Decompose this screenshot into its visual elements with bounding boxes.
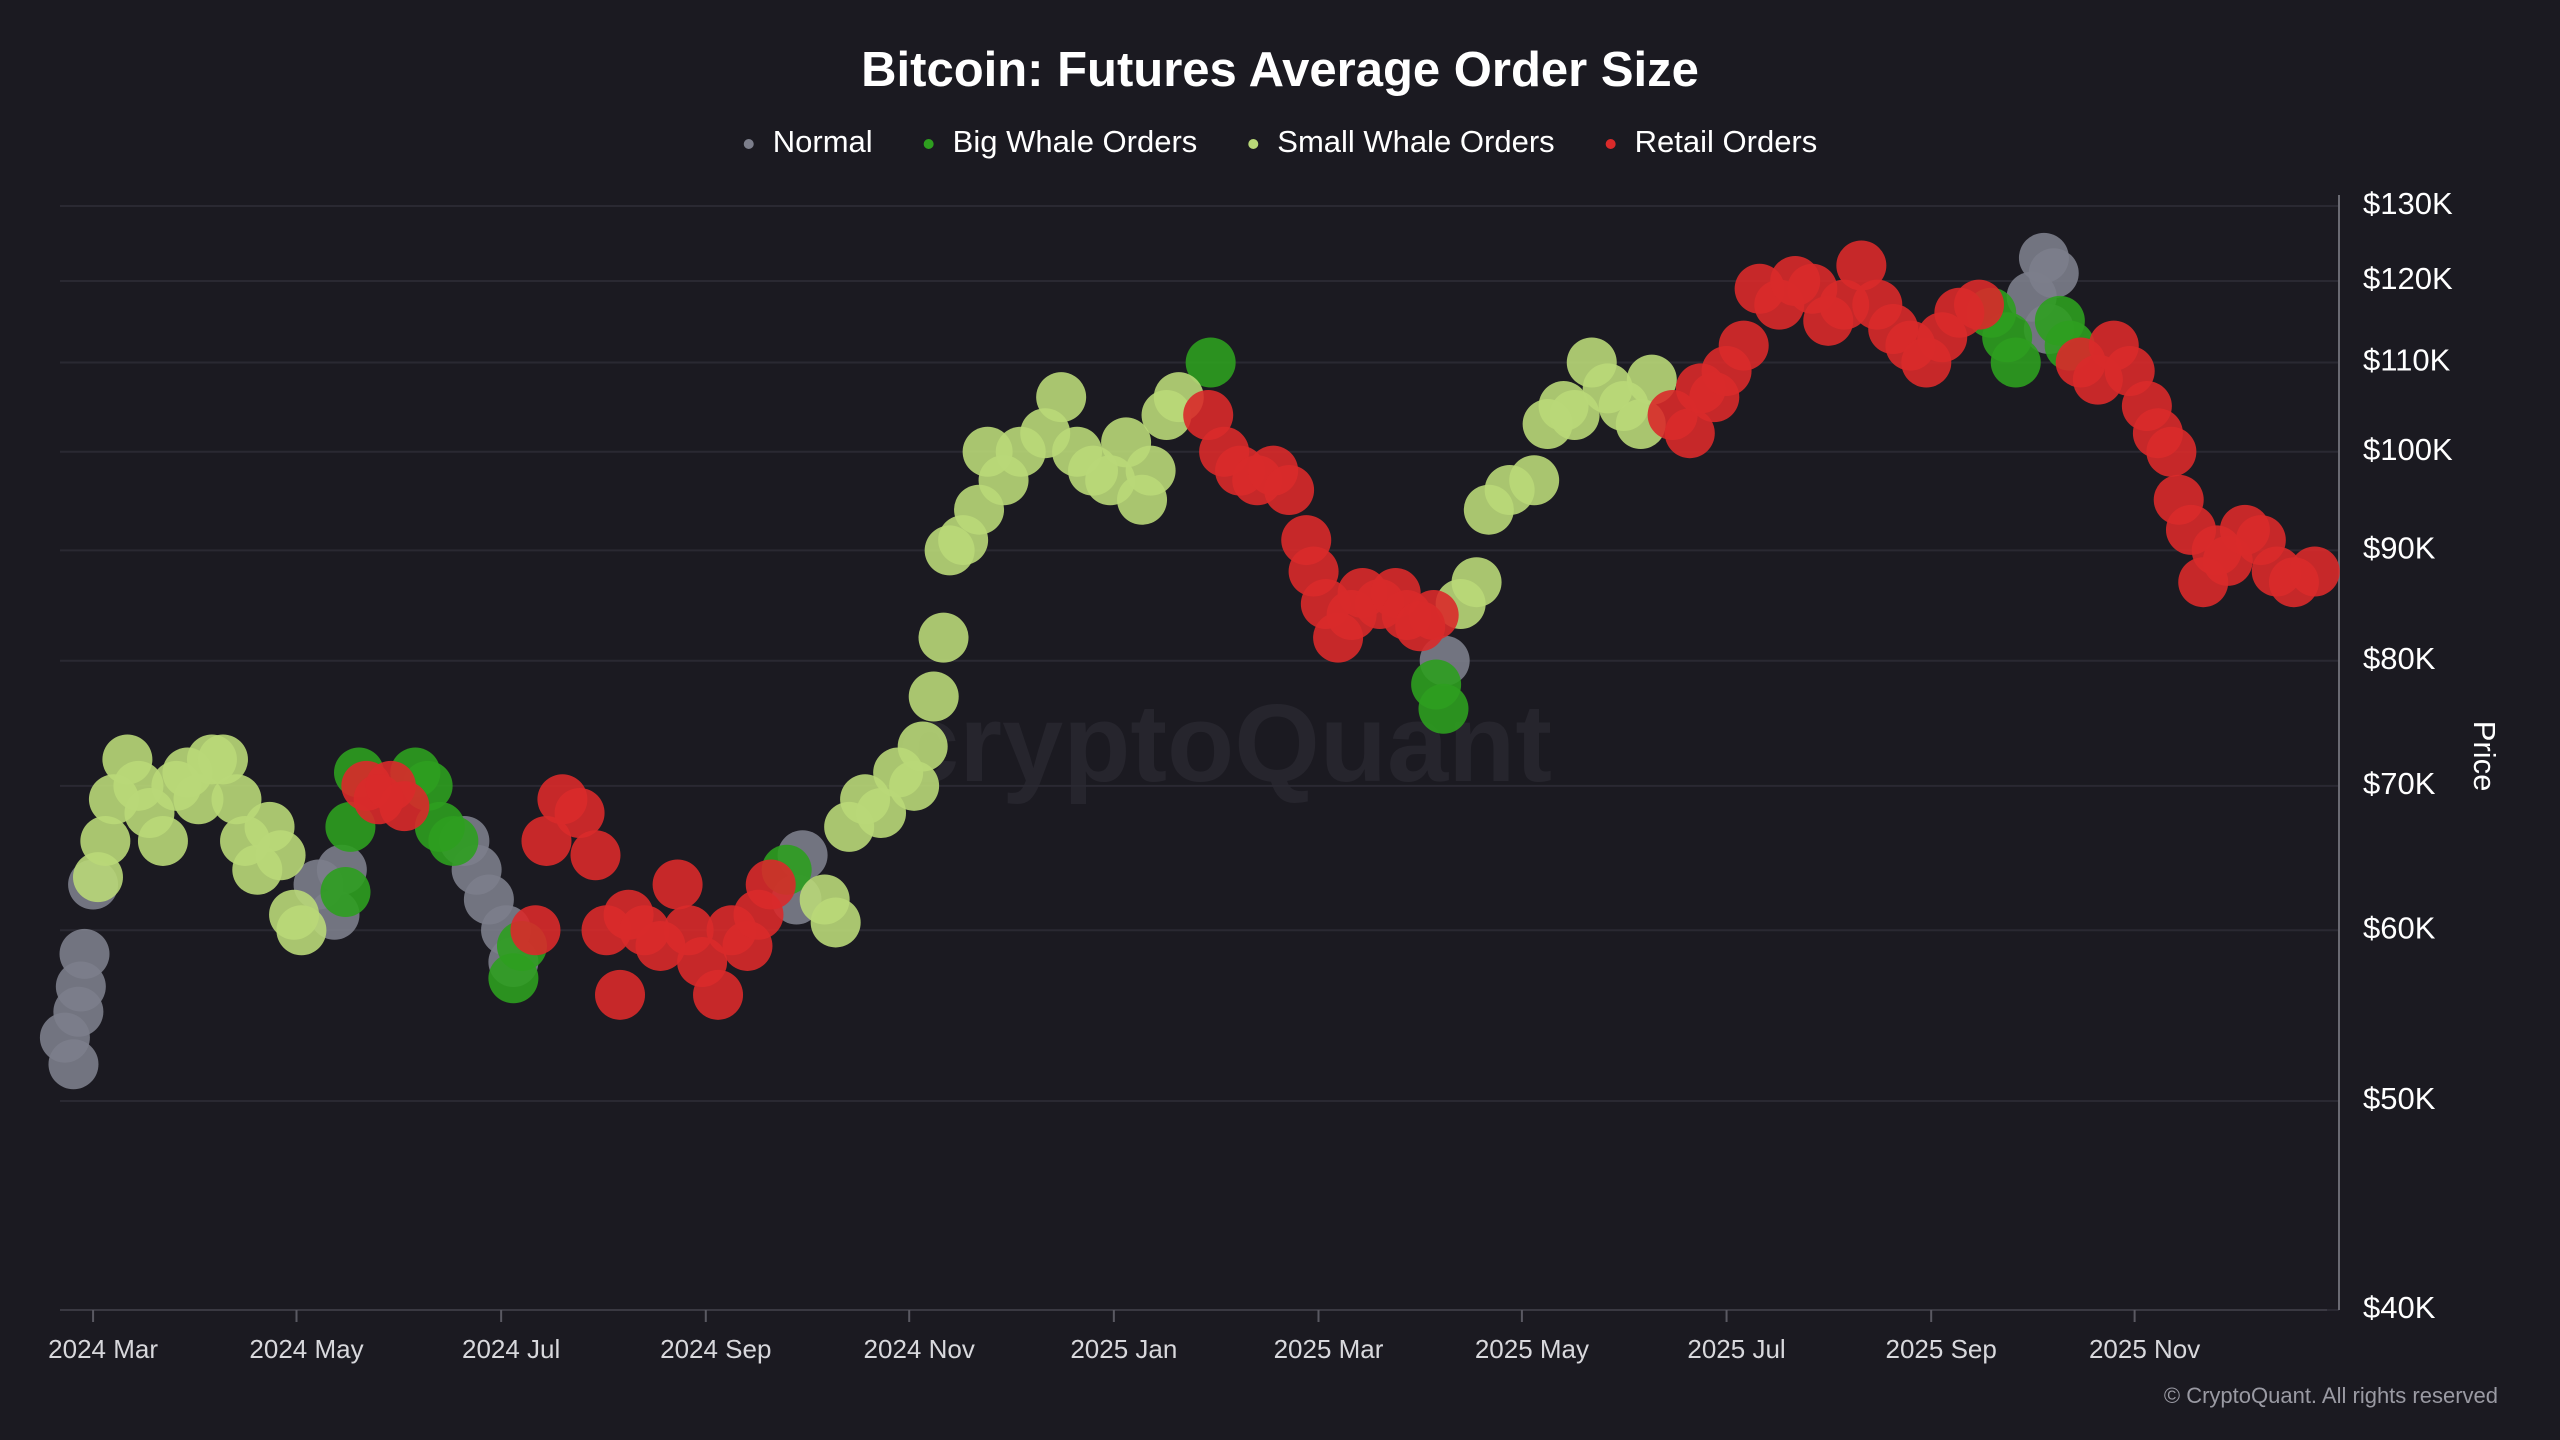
point [197, 734, 248, 785]
point [2289, 546, 2340, 597]
x-tick-label: 2024 Nov [864, 1334, 975, 1364]
y-tick-label: $70K [2363, 766, 2436, 801]
x-tick-label: 2024 Jul [462, 1334, 560, 1364]
point [428, 815, 479, 866]
point [1408, 590, 1459, 641]
y-tick-label: $80K [2363, 641, 2436, 676]
point [652, 859, 703, 910]
x-tick-label: 2024 May [249, 1334, 363, 1364]
point [1125, 445, 1176, 496]
point [693, 969, 744, 1020]
point [889, 760, 940, 811]
series [72, 337, 1677, 956]
point [908, 671, 959, 722]
y-tick-label: $40K [2363, 1290, 2436, 1325]
x-tick-label: 2024 Mar [48, 1334, 158, 1364]
point [173, 774, 224, 825]
point [745, 859, 796, 910]
point [1953, 279, 2004, 330]
point [918, 612, 969, 663]
point [137, 815, 188, 866]
y-tick-label: $90K [2363, 531, 2436, 566]
point [276, 905, 327, 956]
copyright: © CryptoQuant. All rights reserved [2164, 1383, 2498, 1408]
legend-item: Big Whale Orders [923, 124, 1198, 159]
point [2146, 426, 2197, 477]
x-tick-label: 2025 Jan [1070, 1334, 1177, 1364]
point [1418, 683, 1469, 734]
chart-title: Bitcoin: Futures Average Order Size [861, 43, 1699, 97]
point [810, 897, 861, 948]
point [1264, 464, 1315, 515]
series [341, 240, 2340, 1020]
point [1718, 320, 1769, 371]
point [59, 928, 110, 979]
point [554, 787, 605, 838]
x-tick-label: 2025 Sep [1886, 1334, 1997, 1364]
point [1451, 557, 1502, 608]
legend-item: Retail Orders [1605, 124, 1818, 159]
legend-swatch [743, 139, 754, 149]
x-tick-label: 2025 Mar [1274, 1334, 1384, 1364]
y-tick-label: $60K [2363, 910, 2436, 945]
point [595, 969, 646, 1020]
point [320, 866, 371, 917]
y-tick-label: $120K [2363, 261, 2453, 296]
legend-swatch [1605, 139, 1616, 149]
legend-item: Small Whale Orders [1248, 124, 1555, 159]
y-axis-title: Price [2467, 721, 2502, 792]
y-tick-label: $50K [2363, 1081, 2436, 1116]
point [1990, 337, 2041, 388]
legend-label: Retail Orders [1635, 124, 1818, 159]
point [1664, 408, 1715, 459]
point [510, 905, 561, 956]
y-tick-label: $130K [2363, 186, 2453, 221]
y-tick-label: $100K [2363, 432, 2453, 467]
point [80, 815, 131, 866]
point [379, 781, 430, 832]
legend-label: Normal [773, 124, 873, 159]
legend: Normal Big Whale Orders Small Whale Orders… [743, 124, 1818, 159]
y-tick-label: $110K [2363, 343, 2451, 378]
point [255, 830, 306, 881]
legend-label: Big Whale Orders [953, 124, 1198, 159]
point [2028, 248, 2079, 299]
legend-swatch [1248, 139, 1259, 149]
point [897, 721, 948, 772]
point [1036, 372, 1087, 423]
point [1509, 455, 1560, 506]
x-tick-label: 2025 Jul [1687, 1334, 1785, 1364]
point [570, 830, 621, 881]
legend-swatch [923, 139, 934, 149]
point [856, 787, 907, 838]
point [48, 1039, 99, 1090]
x-tick-label: 2025 Nov [2089, 1334, 2200, 1364]
x-tick-label: 2024 Sep [660, 1334, 771, 1364]
legend-item: Normal [743, 124, 873, 159]
point [521, 815, 572, 866]
point [211, 774, 262, 825]
x-tick-label: 2025 May [1475, 1334, 1589, 1364]
legend-label: Small Whale Orders [1277, 124, 1554, 159]
point [1836, 240, 1887, 291]
point [1185, 337, 1236, 388]
